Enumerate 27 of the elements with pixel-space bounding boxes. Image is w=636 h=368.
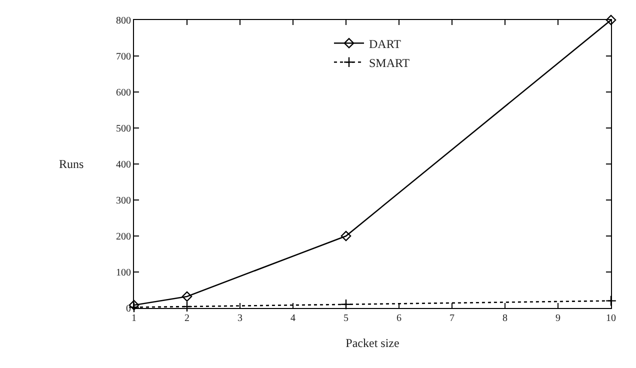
- y-tick-label: 0: [126, 304, 131, 314]
- point: [606, 14, 616, 26]
- legend-label: DART: [369, 36, 402, 51]
- x-tick-label: 6: [396, 313, 402, 324]
- y-tick-label: 100: [116, 268, 131, 278]
- y-tick-label: 800: [116, 16, 131, 26]
- point: [340, 230, 352, 242]
- x-tick-label: 1: [132, 313, 136, 324]
- y-tick-label: 300: [116, 196, 131, 206]
- x-tick-label: 2: [184, 313, 190, 324]
- legend-label: SMART: [369, 56, 410, 70]
- x-tick-label: 3: [238, 313, 242, 324]
- x-tick-label: 9: [556, 313, 560, 324]
- x-tick-label: 7: [450, 313, 454, 324]
- y-tick-label: 700: [116, 52, 131, 62]
- x-axis-title: Packet size: [346, 336, 400, 350]
- point: [182, 301, 192, 312]
- point: [182, 291, 192, 302]
- x-tick-label: 10: [606, 313, 616, 324]
- x-tick-label: 8: [502, 313, 508, 324]
- y-tick-label: 500: [116, 124, 131, 134]
- y-axis-title: Runs: [59, 157, 84, 171]
- x-tick-label: 4: [290, 313, 296, 324]
- x-tick-label: 5: [344, 313, 348, 324]
- y-tick-label: 200: [116, 232, 131, 242]
- y-tick-label: 600: [116, 88, 131, 98]
- y-tick-label: 400: [116, 160, 131, 170]
